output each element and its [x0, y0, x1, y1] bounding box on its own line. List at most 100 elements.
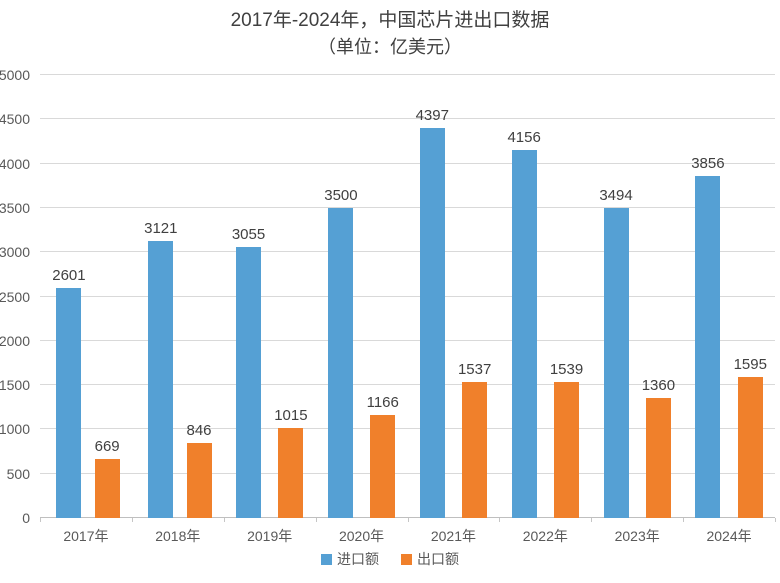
bar-value-label: 3055	[231, 226, 266, 244]
bar-group: 3500 1166 2020年	[316, 75, 408, 544]
bar-value-label: 3121	[144, 220, 178, 238]
y-tick-label: 1000	[0, 421, 30, 438]
y-tick-label: 500	[6, 465, 30, 482]
bar-value-label: 1360	[641, 376, 676, 394]
bar	[236, 247, 261, 518]
bar	[603, 208, 629, 518]
bar	[94, 458, 120, 518]
bar-group: 2601 669 2017年	[40, 75, 132, 544]
bar-column: 3121	[144, 75, 177, 518]
x-axis-tick	[499, 518, 501, 522]
bar-column: 4156	[507, 75, 541, 518]
bar	[419, 128, 445, 518]
bar	[511, 149, 537, 518]
x-category-label: 2018年	[155, 528, 201, 544]
bar	[56, 287, 82, 518]
y-tick-label: 3000	[0, 244, 30, 261]
bar-value-label: 1166	[366, 393, 399, 411]
bar-column: 1166	[367, 75, 399, 518]
gridline	[40, 517, 775, 518]
bar-value-label: 1595	[733, 355, 767, 373]
bar-column: 1360	[642, 75, 675, 518]
legend-label-export: 出口额	[417, 551, 459, 567]
bar-column: 3055	[232, 75, 265, 518]
bar-group: 3121 846 2018年	[132, 75, 224, 544]
x-axis-tick	[407, 518, 409, 522]
x-axis-tick	[591, 518, 593, 522]
bar	[370, 414, 396, 518]
gridline	[40, 339, 775, 341]
x-axis-tick	[223, 518, 225, 522]
x-axis-tick	[315, 518, 317, 522]
bar-column: 3856	[691, 75, 725, 518]
legend-item-export: 出口额	[401, 549, 459, 569]
bar-column: 2601	[52, 75, 86, 518]
y-tick-label: 2500	[0, 288, 30, 305]
y-tick-label: 3500	[0, 199, 30, 216]
plot-area: 2601 669 2017年 3121 846 2018年 3055 1015 2019年 350…	[40, 74, 776, 544]
bar-column: 846	[186, 75, 212, 518]
bar-value-label: 3494	[599, 187, 633, 205]
x-axis-tick	[131, 518, 133, 522]
gridline	[40, 162, 775, 164]
bar-column: 4397	[416, 75, 449, 518]
bar-group: 4156 1539 2022年	[499, 75, 591, 544]
bar-value-label: 1015	[274, 407, 308, 425]
y-tick-label: 5000	[0, 67, 30, 83]
chart-subtitle: （单位：亿美元）	[318, 37, 462, 57]
bar-value-label: 846	[186, 422, 212, 440]
gridline	[40, 428, 775, 430]
bar-value-label: 3856	[691, 155, 725, 173]
bar	[462, 381, 488, 518]
bar-group: 3856 1595 2024年	[683, 75, 775, 544]
x-category-label: 2020年	[338, 528, 385, 544]
legend-item-import: 进口额	[321, 549, 379, 569]
x-category-label: 2022年	[522, 528, 568, 544]
x-category-label: 2019年	[247, 528, 293, 544]
y-tick-label: 0	[22, 510, 30, 526]
gridline	[40, 118, 775, 120]
bar-value-label: 4397	[415, 107, 449, 125]
x-category-label: 2024年	[706, 528, 752, 544]
bar-value-label: 3500	[324, 186, 358, 204]
export-swatch-icon	[401, 553, 412, 565]
bar	[645, 397, 671, 518]
x-axis-tick	[40, 518, 41, 522]
bar-value-label: 1539	[549, 360, 584, 378]
bar-column: 1015	[274, 75, 308, 518]
bar-value-label: 2601	[52, 266, 86, 284]
bar	[695, 176, 721, 518]
y-tick-label: 4000	[0, 155, 30, 172]
bar	[278, 428, 304, 518]
legend: 进口额 出口额	[0, 549, 780, 569]
bar-value-label: 4156	[507, 128, 541, 146]
bar-value-label: 1537	[457, 360, 492, 378]
gridline	[40, 251, 775, 253]
bar	[737, 376, 763, 518]
bar-column: 669	[95, 75, 120, 518]
y-tick-label: 4500	[0, 111, 30, 128]
y-tick-label: 2000	[0, 332, 30, 349]
gridline	[40, 472, 775, 474]
bar	[148, 241, 174, 518]
y-tick-label: 1500	[0, 377, 30, 394]
x-category-label: 2021年	[430, 528, 477, 544]
bar-group: 3055 1015 2019年	[224, 75, 316, 544]
x-axis-tick	[775, 518, 776, 522]
bar-column: 1537	[458, 75, 491, 518]
bar-column: 3500	[324, 75, 358, 518]
x-axis-tick	[683, 518, 685, 522]
gridline	[40, 295, 775, 297]
x-category-label: 2017年	[63, 528, 109, 544]
gridline	[40, 384, 775, 386]
bar	[328, 207, 354, 518]
x-category-label: 2023年	[614, 528, 660, 544]
bar-column: 1595	[734, 75, 767, 518]
gridline	[40, 74, 775, 75]
bar-group: 4397 1537 2021年	[408, 75, 500, 544]
chart-title: 2017年-2024年，中国芯片进出口数据	[230, 10, 550, 31]
bar-value-label: 669	[94, 437, 120, 455]
bar-group: 3494 1360 2023年	[591, 75, 683, 544]
gridline	[40, 206, 775, 208]
import-swatch-icon	[321, 553, 332, 565]
